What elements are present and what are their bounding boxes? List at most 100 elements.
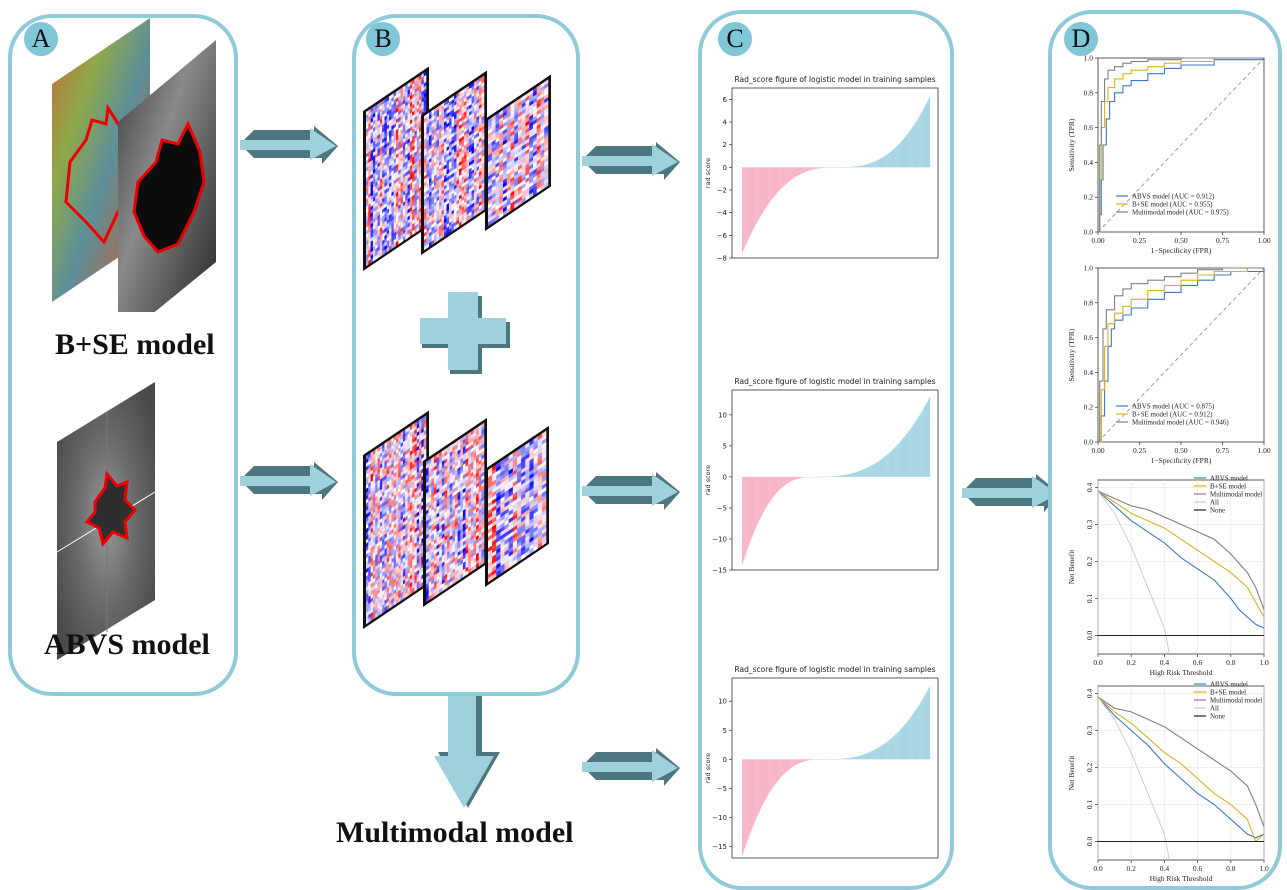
rad-chart-1-ytick-label-1: −6 (717, 232, 728, 240)
d-chart-2-xtick-0: 0.00 (1091, 446, 1104, 455)
bse-model-label: B+SE model (55, 328, 215, 362)
arrow-c-to-d (962, 474, 1062, 514)
rad-chart-3-ytick-label-2: −5 (717, 785, 727, 793)
feature-heatmaps-abvs (362, 390, 562, 630)
d-chart-3-ytick-1: 0.1 (1085, 594, 1094, 604)
rad-chart-2-ytick-label-2: −5 (717, 504, 727, 512)
rad-chart-1-ytick-label-7: 6 (723, 96, 728, 104)
d-chart-3-ytick-4: 0.4 (1085, 482, 1094, 492)
d-chart-4-legend-label-4: None (1210, 713, 1225, 721)
d-chart-1-xtick-0: 0.00 (1091, 236, 1104, 245)
rad-chart-3-ytick-label-3: 0 (723, 756, 727, 764)
d-chart-1-xlabel: 1−Specificity (FPR) (1151, 246, 1212, 255)
d-chart-3-xtick-5: 1.0 (1259, 658, 1269, 667)
rad-chart-3-ytick-label-1: −10 (712, 814, 727, 822)
d-chart-3-legend-label-4: None (1210, 507, 1225, 515)
rad-score-chart-3: Rad_score figure of logistic model in tr… (702, 662, 942, 862)
d-chart-3-xtick-3: 0.6 (1193, 658, 1203, 667)
heatmap-3 (485, 75, 551, 232)
d-chart-1-legend-label-2: Multimodal model (AUC = 0.975) (1132, 209, 1229, 217)
roc-curve-validation: 0.00 0.25 0.50 0.75 1.000.00.20.40.60.81.01−… (1050, 262, 1282, 472)
d-chart-3-ylabel: Net Benefit (1067, 549, 1076, 585)
d-chart-3-legend-label-2: Multimodal model (1210, 491, 1262, 499)
d-chart-3-ytick-3: 0.3 (1085, 519, 1094, 529)
rad-chart-3-title: Rad_score figure of logistic model in tr… (735, 665, 936, 674)
arrow-down-multimodal (432, 696, 502, 816)
rad-chart-1-bar (929, 97, 930, 167)
d-chart-2-xtick-4: 1.00 (1257, 446, 1270, 455)
d-chart-4-frame (1098, 686, 1264, 860)
d-chart-1-ylabel: Sensitivity (TPR) (1067, 118, 1076, 171)
d-chart-4-xtick-3: 0.6 (1193, 864, 1203, 873)
d-chart-4-ytick-4: 0.4 (1085, 688, 1094, 698)
panel-b-badge: B (366, 22, 400, 56)
d-chart-4-xtick-5: 1.0 (1259, 864, 1269, 873)
d-chart-2-ytick-5: 1.0 (1084, 264, 1094, 273)
feature-heatmaps-bse (362, 52, 562, 272)
d-chart-3-xlabel: High Risk Threshold (1150, 668, 1213, 677)
rad-chart-1-ytick-label-6: 4 (723, 119, 728, 127)
d-chart-1-ytick-4: 0.8 (1084, 88, 1094, 97)
rad-chart-2-bar (929, 397, 930, 476)
d-chart-2-ytick-2: 0.4 (1084, 368, 1094, 377)
d-chart-3-xtick-1: 0.2 (1127, 658, 1137, 667)
rad-score-chart-2: Rad_score figure of logistic model in tr… (702, 374, 942, 574)
d-chart-2-ytick-4: 0.8 (1084, 298, 1094, 307)
rad-chart-1-ytick-label-2: −4 (717, 209, 728, 217)
heatmap-6 (485, 426, 549, 587)
d-chart-3-ytick-2: 0.2 (1085, 557, 1094, 567)
d-chart-1-ytick-5: 1.0 (1084, 54, 1094, 63)
d-chart-4-ytick-3: 0.3 (1085, 725, 1094, 735)
rad-chart-1-ytick-label-5: 2 (723, 141, 727, 149)
d-chart-3-legend-label-3: All (1210, 499, 1219, 507)
rad-chart-3-ytick-label-5: 10 (718, 698, 727, 706)
arrow-b-to-c-2 (582, 472, 682, 512)
rad-score-chart-1: Rad_score figure of logistic model in tr… (702, 72, 942, 262)
rad-chart-3-ytick-label-0: −15 (712, 843, 727, 851)
d-chart-4-xtick-4: 0.8 (1226, 864, 1236, 873)
d-chart-1-xtick-2: 0.50 (1174, 236, 1187, 245)
rad-chart-1-title: Rad_score figure of logistic model in tr… (735, 75, 936, 84)
d-chart-1-xtick-4: 1.00 (1257, 236, 1270, 245)
decision-curve-validation: 0.0 0.2 0.4 0.6 0.8 1.00.00.10.20.30.4High Ri… (1050, 680, 1282, 890)
d-chart-2-ytick-0: 0.0 (1084, 438, 1094, 447)
abvs-model-label: ABVS model (44, 628, 210, 662)
d-chart-4-legend-label-0: ABVS model (1210, 681, 1248, 689)
d-chart-1-ytick-1: 0.2 (1084, 193, 1094, 202)
d-chart-2-xlabel: 1−Specificity (FPR) (1151, 456, 1212, 465)
d-chart-4-xtick-1: 0.2 (1127, 864, 1137, 873)
rad-chart-2-ytick-label-1: −10 (712, 535, 727, 543)
heatmap-2 (421, 71, 487, 256)
rad-chart-2-ytick-label-3: 0 (723, 473, 727, 481)
rad-chart-2-ytick-label-5: 10 (718, 411, 727, 419)
plus-icon (418, 292, 514, 378)
d-chart-2-ylabel: Sensitivity (TPR) (1067, 328, 1076, 381)
rad-chart-2-ytick-label-0: −15 (712, 567, 727, 575)
d-chart-3-ytick-0: 0.0 (1085, 631, 1094, 641)
arrow-a-to-b-bottom (240, 462, 340, 502)
multimodal-model-label: Multimodal model (336, 816, 574, 850)
d-chart-4-ytick-2: 0.2 (1085, 763, 1094, 773)
arrow-b-to-c-1 (582, 142, 682, 182)
rad-chart-1-ylabel: rad score (704, 158, 712, 188)
heatmap-4 (363, 411, 429, 630)
d-chart-2-ytick-1: 0.2 (1084, 403, 1094, 412)
arrow-a-to-b-top (240, 126, 340, 166)
d-chart-1-legend-label-1: B+SE model (AUC = 0.955) (1132, 201, 1213, 209)
panel-d-badge: D (1064, 22, 1098, 56)
arrow-b-to-c-3 (582, 748, 682, 788)
d-chart-1-legend-label-0: ABVS model (AUC = 0.912) (1132, 193, 1215, 201)
d-chart-4-legend-label-2: Multimodal model (1210, 697, 1262, 705)
d-chart-2-legend-label-0: ABVS model (AUC = 0.875) (1132, 403, 1215, 411)
decision-curve-training: 0.0 0.2 0.4 0.6 0.8 1.00.00.10.20.30.4High Ri… (1050, 474, 1282, 684)
rad-chart-2-title: Rad_score figure of logistic model in tr… (735, 377, 936, 386)
rad-chart-3-ylabel: rad score (704, 753, 712, 783)
heatmap-5 (423, 418, 487, 607)
d-chart-1-ytick-2: 0.4 (1084, 158, 1094, 167)
rad-chart-3-bar (929, 687, 930, 760)
d-chart-1-ytick-0: 0.0 (1084, 228, 1094, 237)
rad-chart-3-ytick-label-4: 5 (723, 727, 727, 735)
d-chart-4-xtick-2: 0.4 (1160, 864, 1170, 873)
d-chart-2-legend-label-2: Multimodal model (AUC = 0.946) (1132, 419, 1229, 427)
d-chart-2-xtick-3: 0.75 (1216, 446, 1229, 455)
